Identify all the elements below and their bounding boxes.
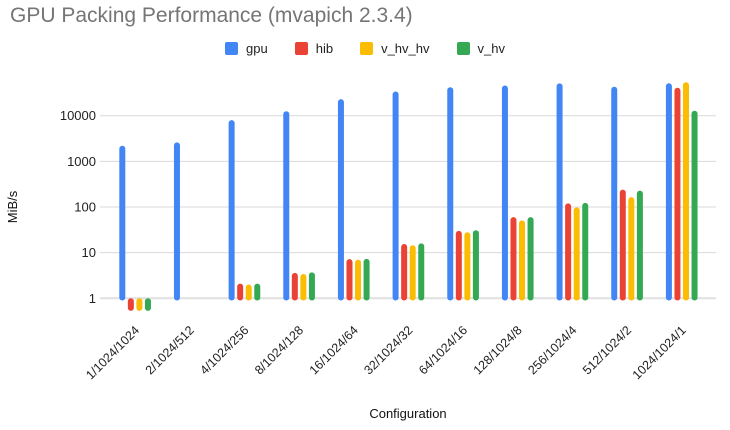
x-axis-title: Configuration xyxy=(369,406,446,421)
bar-v_hv_hv-8-1024-128 xyxy=(300,274,307,301)
y-tick-label: 10000 xyxy=(60,108,96,123)
y-axis-title: MiB/s xyxy=(5,190,20,223)
bar-hib-128-1024-8 xyxy=(510,217,517,301)
x-tick-label: 2/1024/512 xyxy=(143,323,197,377)
x-tick-label: 4/1024/256 xyxy=(197,323,251,377)
legend-label: v_hv xyxy=(477,41,505,56)
legend-swatch-icon xyxy=(360,42,374,55)
y-tick-label: 10 xyxy=(82,245,96,260)
bar-gpu-128-1024-8 xyxy=(501,85,508,301)
bar-v_hv-1-1024-1024 xyxy=(144,298,151,311)
bar-gpu-4-1024-256 xyxy=(228,120,235,301)
bar-v_hv-1024-1024-1 xyxy=(691,110,698,301)
bar-hib-4-1024-256 xyxy=(237,283,244,301)
bar-v_hv_hv-128-1024-8 xyxy=(519,220,526,301)
bar-v_hv-16-1024-64 xyxy=(363,258,370,301)
bar-gpu-512-1024-2 xyxy=(611,86,618,301)
bar-gpu-16-1024-64 xyxy=(337,99,344,301)
x-tick-label: 64/1024/16 xyxy=(416,323,470,377)
legend-item-hib: hib xyxy=(294,41,334,56)
chart-legend: gpu hib v_hv_hv v_hv xyxy=(0,41,730,56)
x-tick-label: 256/1024/4 xyxy=(525,323,579,377)
bar-gpu-32-1024-32 xyxy=(392,91,399,301)
bar-hib-64-1024-16 xyxy=(455,230,462,301)
bar-v_hv_hv-1-1024-1024 xyxy=(136,298,143,311)
y-axis-tick-labels: 1 10 100 1000 10000 xyxy=(60,108,96,306)
bar-hib-512-1024-2 xyxy=(619,189,626,301)
legend-label: gpu xyxy=(246,41,268,56)
bar-v_hv-128-1024-8 xyxy=(527,217,534,301)
legend-label: hib xyxy=(315,41,334,56)
x-tick-label: 16/1024/64 xyxy=(307,323,361,377)
bar-hib-1024-1024-1 xyxy=(674,87,681,301)
legend-swatch-icon xyxy=(294,42,308,55)
bar-v_hv_hv-32-1024-32 xyxy=(409,245,416,301)
legend-swatch-icon xyxy=(225,42,239,55)
bar-gpu-64-1024-16 xyxy=(447,87,454,301)
legend-label: v_hv_hv xyxy=(381,41,430,56)
bar-v_hv_hv-64-1024-16 xyxy=(464,232,471,301)
bar-v_hv_hv-512-1024-2 xyxy=(628,197,635,301)
x-tick-label: 1/1024/1024 xyxy=(83,323,142,382)
bar-gpu-1024-1024-1 xyxy=(665,83,672,301)
legend-item-v_hv: v_hv xyxy=(456,41,505,56)
bar-gpu-2-1024-512 xyxy=(173,142,180,301)
chart-title: GPU Packing Performance (mvapich 2.3.4) xyxy=(10,4,413,27)
x-tick-label: 512/1024/2 xyxy=(580,323,634,377)
x-axis-tick-labels: 1/1024/1024 2/1024/512 4/1024/256 8/1024/12… xyxy=(83,323,689,382)
legend-item-v_hv_hv: v_hv_hv xyxy=(360,41,430,56)
bar-gpu-256-1024-4 xyxy=(556,83,563,301)
y-tick-label: 1 xyxy=(89,291,96,306)
bars xyxy=(119,82,698,311)
bar-v_hv_hv-256-1024-4 xyxy=(573,207,580,301)
y-tick-label: 100 xyxy=(74,200,96,215)
bar-v_hv-64-1024-16 xyxy=(472,230,479,301)
legend-swatch-icon xyxy=(456,42,470,55)
bar-hib-16-1024-64 xyxy=(346,259,353,301)
bar-gpu-8-1024-128 xyxy=(283,111,290,301)
bar-hib-256-1024-4 xyxy=(565,203,572,301)
y-tick-label: 1000 xyxy=(67,154,96,169)
legend-item-gpu: gpu xyxy=(225,41,268,56)
x-tick-label: 8/1024/128 xyxy=(252,323,306,377)
x-tick-label: 128/1024/8 xyxy=(471,323,525,377)
bar-hib-8-1024-128 xyxy=(291,272,298,301)
bar-v_hv-256-1024-4 xyxy=(582,202,589,301)
bar-v_hv-4-1024-256 xyxy=(254,283,261,301)
bar-hib-1-1024-1024 xyxy=(127,298,134,311)
x-tick-label: 1024/1024/1 xyxy=(630,323,689,382)
bar-v_hv_hv-16-1024-64 xyxy=(355,259,362,301)
bar-v_hv-32-1024-32 xyxy=(418,243,425,301)
bar-hib-32-1024-32 xyxy=(401,243,408,301)
x-tick-label: 32/1024/32 xyxy=(361,323,415,377)
bar-v_hv_hv-1024-1024-1 xyxy=(683,82,689,301)
bar-gpu-1-1024-1024 xyxy=(119,145,126,301)
bar-v_hv_hv-4-1024-256 xyxy=(245,284,252,301)
bar-v_hv-512-1024-2 xyxy=(636,190,643,301)
bar-v_hv-8-1024-128 xyxy=(308,272,315,301)
